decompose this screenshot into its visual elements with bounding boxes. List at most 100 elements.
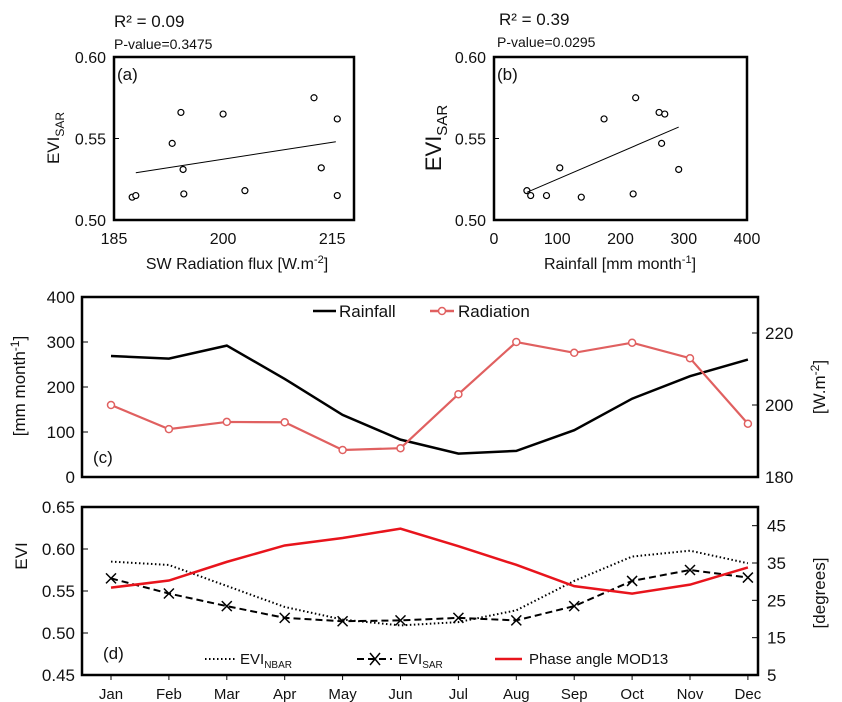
- radiation-point: [396, 443, 405, 453]
- scatter-point: [542, 191, 551, 200]
- y-left-tick-label: 0.55: [42, 582, 75, 601]
- panel-d-ticks: 0.45 0.50 0.55 0.60 0.65 5 15 25 35 45 Jan Feb Mar Ap…: [42, 498, 786, 702]
- x-tick-label: Apr: [273, 686, 296, 702]
- legend-phase-label: Phase angle MOD13: [529, 651, 668, 668]
- y-tick-label: 0.55: [75, 132, 106, 149]
- evi-sar-marker: [279, 612, 291, 624]
- radiation-point: [222, 417, 232, 427]
- panel-b-r2: R² = 0.39: [499, 10, 569, 29]
- panel-a-points: [128, 94, 341, 201]
- panel-d: (d) 0.45 0.50 0.55 0.60 0.65 5 15 25 35 45 Jan Feb M…: [12, 498, 829, 702]
- x-tick-label: 100: [544, 231, 571, 248]
- panel-c-ylabel-left: [mm month-1]: [8, 336, 29, 436]
- y-right-tick-label: 200: [765, 396, 793, 415]
- y-left-tick-label: 200: [47, 378, 75, 397]
- evi-sar-marker: [105, 572, 117, 584]
- evi-sar-marker: [394, 614, 407, 626]
- evi-sar-marker: [452, 612, 464, 624]
- y-left-tick-label: 0.60: [42, 540, 75, 559]
- panel-a-r2: R² = 0.09: [114, 12, 184, 31]
- radiation-line: [110, 340, 749, 452]
- panel-c-ticks: 0 100 200 300 400 180 200 220: [47, 288, 794, 487]
- x-tick-label: Jan: [99, 686, 123, 702]
- evi-sar-marker: [626, 575, 638, 587]
- scatter-point: [629, 190, 637, 198]
- scatter-point: [527, 191, 535, 200]
- y-left-tick-label: 300: [47, 333, 75, 352]
- y-tick-label: 0.60: [455, 50, 486, 67]
- radiation-point: [164, 424, 174, 434]
- scatter-point: [661, 110, 669, 118]
- radiation-point: [338, 445, 347, 455]
- y-left-tick-label: 400: [47, 288, 75, 307]
- radiation-point: [454, 389, 463, 399]
- y-right-tick-label: 45: [767, 517, 786, 536]
- y-tick-label: 0.50: [75, 213, 106, 230]
- evi-sar-marker: [163, 587, 175, 600]
- evi-sar-marker: [684, 564, 696, 576]
- evi-sar-marker: [510, 614, 522, 626]
- panel-d-ylabel-left: EVI: [12, 542, 31, 569]
- x-tick-label: Jul: [449, 686, 468, 702]
- scatter-point: [219, 110, 227, 118]
- panel-a-xlabel: SW Radiation flux [W.m-2]: [146, 254, 328, 273]
- panel-a-label: (a): [117, 65, 138, 84]
- panel-a-pvalue: P-value=0.3475: [114, 36, 213, 52]
- legend-radiation-label: Radiation: [458, 302, 530, 321]
- panel-d-legend: EVINBAR EVISAR Phase angle MOD13: [205, 651, 668, 671]
- x-tick-label: Feb: [156, 686, 182, 702]
- panel-b-trendline: [526, 126, 679, 193]
- x-tick-label: Oct: [620, 686, 644, 702]
- scatter-point: [241, 187, 249, 195]
- panel-d-ylabel-right: [degrees]: [810, 558, 829, 629]
- y-left-tick-label: 0.50: [42, 624, 75, 643]
- scatter-point: [180, 190, 188, 198]
- evi-sar-marker: [337, 615, 349, 627]
- panel-c-legend: Rainfall Radiation: [313, 302, 530, 321]
- scatter-point: [655, 108, 663, 117]
- scatter-point: [556, 164, 564, 172]
- evi-sar-line: [110, 568, 749, 623]
- panel-d-series: [105, 527, 754, 627]
- panel-a-trendline: [135, 141, 336, 174]
- x-tick-label: Dec: [735, 686, 762, 702]
- x-tick-label: 200: [607, 231, 634, 248]
- radiation-point: [685, 353, 695, 363]
- panel-c: (c) 0 100 200 300 400 180 200 220 Rainfall Radi…: [8, 288, 829, 487]
- x-tick-label: Nov: [677, 686, 704, 702]
- radiation-point: [569, 348, 579, 358]
- panel-a-ylabel: EVISAR: [44, 112, 67, 164]
- legend-evi-nbar-label: EVINBAR: [240, 651, 292, 671]
- radiation-point: [627, 338, 637, 347]
- panel-c-ylabel-right: [W.m-2]: [808, 360, 829, 414]
- panel-a: R² = 0.09 P-value=0.3475 (a) 185 200 215 0.…: [44, 12, 356, 273]
- radiation-point: [106, 400, 116, 410]
- evi-nbar-line: [110, 549, 749, 627]
- scatter-point: [577, 193, 585, 201]
- radiation-point: [512, 337, 521, 347]
- panel-b-ticks: 0 100 200 300 400 0.50 0.55 0.60: [455, 50, 761, 248]
- panel-c-label: (c): [93, 448, 113, 467]
- x-tick-label: Aug: [503, 686, 530, 702]
- rainfall-line: [110, 344, 749, 455]
- radiation-point: [280, 418, 289, 427]
- panel-c-frame: [80, 295, 760, 479]
- y-left-tick-label: 0.65: [42, 498, 75, 517]
- y-left-tick-label: 100: [47, 423, 75, 442]
- legend-radiation-marker: [437, 306, 447, 316]
- x-tick-label: 300: [670, 231, 697, 248]
- x-tick-label: Jun: [388, 686, 412, 702]
- scatter-point: [333, 191, 341, 200]
- legend-evi-sar-label: EVISAR: [398, 651, 443, 671]
- y-left-tick-label: 0.45: [42, 666, 75, 685]
- x-tick-label: 215: [319, 231, 346, 248]
- x-tick-label: 400: [734, 231, 761, 248]
- panel-b-pvalue: P-value=0.0295: [497, 34, 596, 50]
- panel-b-points: [523, 94, 683, 201]
- panel-b-label: (b): [497, 65, 518, 84]
- evi-sar-marker: [742, 572, 754, 584]
- y-left-tick-label: 0: [66, 468, 75, 487]
- scatter-point: [310, 94, 318, 102]
- scatter-point: [333, 115, 341, 123]
- x-tick-label: 200: [210, 231, 237, 248]
